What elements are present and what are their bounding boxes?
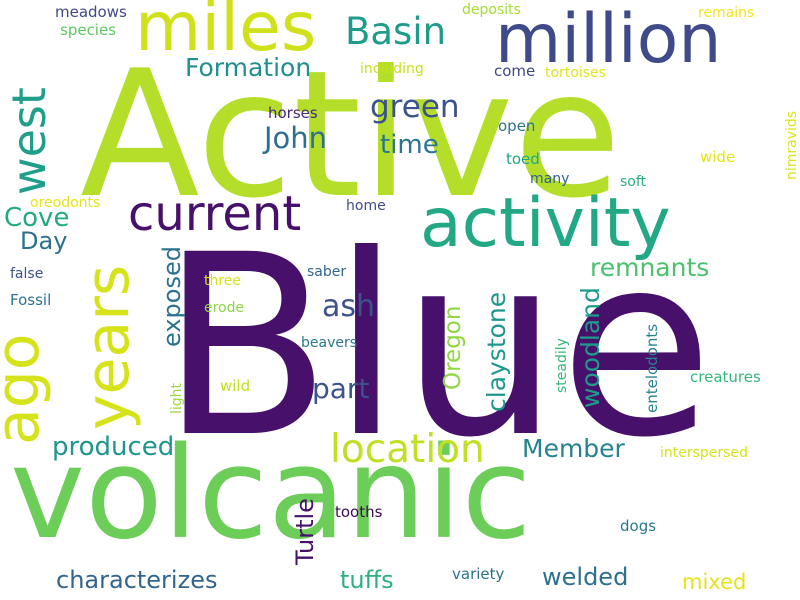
word-interspersed: interspersed [660, 445, 748, 461]
word-remnants: remnants [590, 253, 710, 282]
word-activity: activity [420, 184, 671, 263]
word-dogs: dogs [620, 517, 657, 535]
word-home: home [346, 198, 386, 214]
word-horses: horses [268, 104, 318, 122]
word-active: Active [80, 34, 622, 237]
word-tooths: tooths [335, 503, 383, 521]
word-mixed: mixed [682, 570, 747, 594]
word-miles: miles [135, 0, 317, 67]
word-open: open [498, 117, 536, 135]
word-day: Day [20, 227, 68, 255]
word-oregon: Oregon [440, 305, 466, 390]
word-remains: remains [698, 5, 755, 21]
word-wild: wild [220, 377, 251, 395]
word-formation: Formation [185, 53, 312, 82]
word-volcanic: volcanic [10, 419, 532, 567]
word-tortoises: tortoises [545, 65, 606, 81]
word-location: location [330, 427, 485, 472]
word-species: species [60, 21, 117, 39]
word-including: including [360, 61, 424, 77]
word-million: million [495, 0, 722, 79]
word-claystone: claystone [482, 291, 511, 412]
word-turtle: Turtle [291, 498, 319, 565]
word-years: years [73, 264, 143, 430]
word-light: light [169, 382, 185, 414]
word-time: time [380, 130, 439, 160]
word-false: false [10, 266, 44, 282]
word-steadily: steadily [554, 338, 570, 393]
word-deposits: deposits [462, 2, 521, 18]
word-variety: variety [452, 565, 505, 583]
word-wide: wide [700, 148, 736, 166]
word-green: green [370, 89, 460, 125]
word-soft: soft [620, 174, 647, 190]
word-woodland: woodland [576, 287, 605, 408]
word-oreodonts: oreodonts [30, 195, 101, 211]
word-fossil: Fossil [10, 291, 52, 309]
word-part: part [312, 372, 370, 405]
word-ash: ash [322, 289, 376, 324]
word-basin: Basin [345, 10, 447, 53]
word-ago: ago [0, 333, 53, 445]
word-west: west [2, 87, 56, 195]
word-blue: Blue [160, 201, 714, 492]
word-tuffs: tuffs [340, 566, 394, 594]
word-beavers: beavers [301, 335, 358, 351]
word-saber: saber [307, 264, 347, 280]
word-member: Member [522, 434, 625, 463]
word-john: John [264, 121, 328, 155]
word-entelodonts: entelodonts [643, 323, 661, 413]
word-produced: produced [52, 432, 175, 462]
word-come: come [494, 62, 536, 80]
word-meadows: meadows [55, 3, 127, 21]
word-three: three [204, 273, 242, 289]
word-creatures: creatures [690, 368, 761, 386]
word-cove: Cove [4, 203, 70, 233]
word-many: many [530, 171, 570, 187]
word-erode: erode [204, 300, 245, 316]
word-characterizes: characterizes [56, 566, 218, 594]
word-welded: welded [542, 563, 629, 591]
word-exposed: exposed [158, 246, 186, 347]
word-current: current [128, 186, 302, 242]
word-toed: toed [506, 150, 540, 168]
word-nimravids: nimravids [784, 110, 800, 180]
